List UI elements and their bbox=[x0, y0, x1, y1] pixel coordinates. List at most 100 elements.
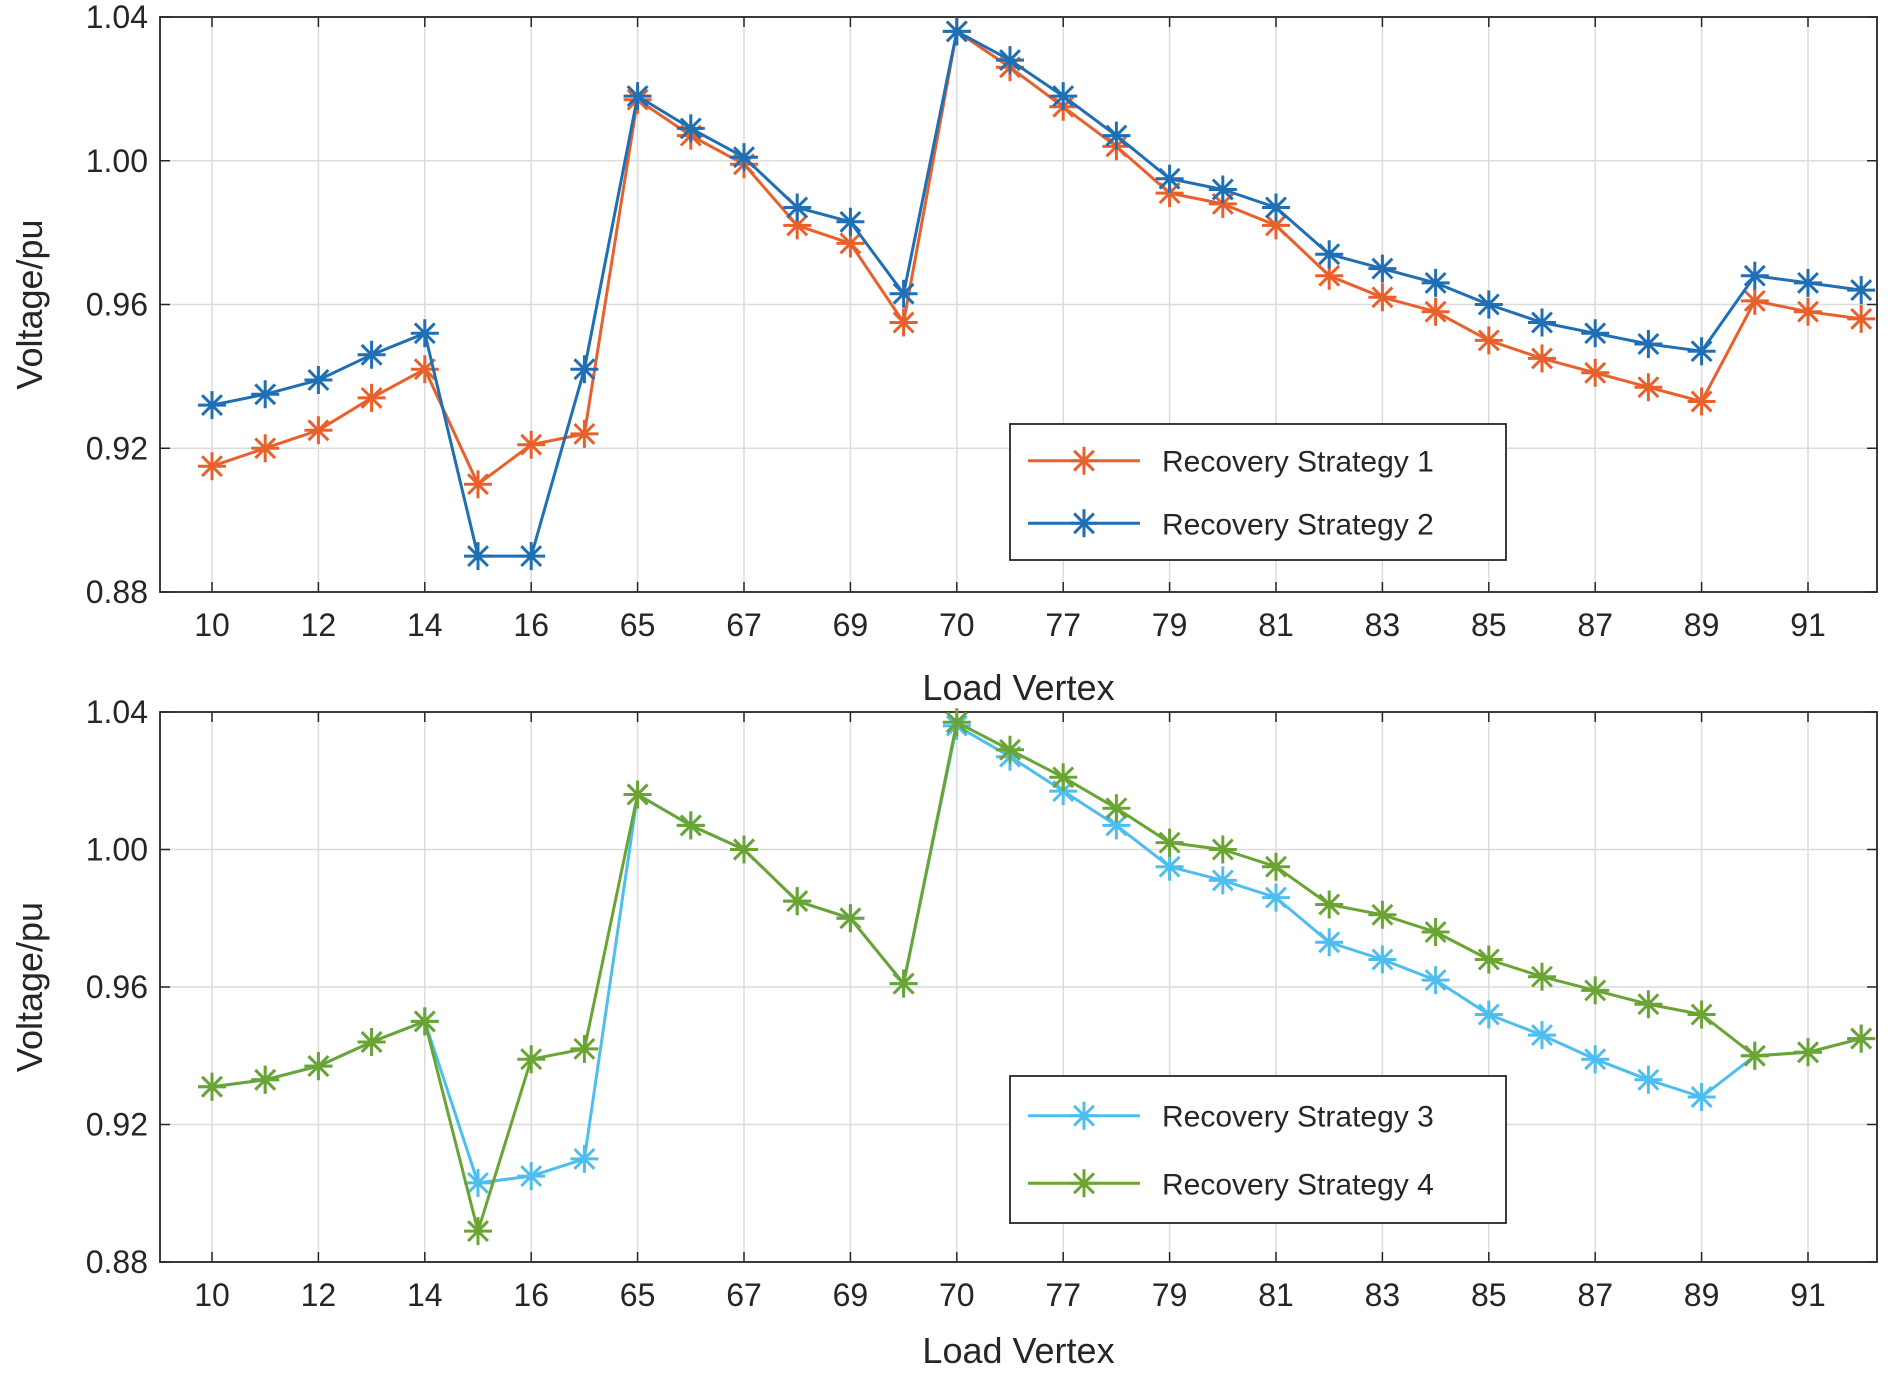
legend-box bbox=[1009, 1075, 1507, 1224]
series-line bbox=[211, 720, 1862, 1233]
y-axis-label: Voltage/pu bbox=[9, 902, 50, 1072]
data-point bbox=[1634, 373, 1663, 402]
data-point bbox=[1581, 1045, 1610, 1074]
x-tick-label: 67 bbox=[726, 607, 762, 643]
data-point bbox=[1474, 1000, 1503, 1029]
y-tick-label: 1.04 bbox=[86, 694, 148, 730]
x-tick-label: 69 bbox=[833, 1277, 869, 1313]
data-point bbox=[1155, 828, 1184, 857]
data-point bbox=[996, 735, 1024, 764]
x-tick-label: 79 bbox=[1152, 607, 1188, 643]
y-tick-label: 1.00 bbox=[86, 143, 148, 179]
data-point bbox=[1049, 82, 1078, 111]
x-tick-label: 10 bbox=[194, 607, 230, 643]
data-point bbox=[251, 380, 280, 409]
x-tick-label: 65 bbox=[620, 607, 656, 643]
data-point bbox=[1847, 304, 1876, 333]
y-tick-label: 0.92 bbox=[86, 1107, 148, 1143]
data-point bbox=[730, 143, 758, 172]
x-tick-label: 83 bbox=[1365, 607, 1401, 643]
data-point bbox=[1368, 945, 1397, 974]
y-tick-label: 1.00 bbox=[86, 832, 148, 868]
data-point bbox=[410, 1007, 439, 1036]
x-tick-label: 85 bbox=[1471, 1277, 1507, 1313]
data-point bbox=[570, 355, 599, 384]
data-point bbox=[1049, 763, 1078, 792]
data-point bbox=[304, 416, 333, 445]
y-tick-label: 0.96 bbox=[86, 969, 148, 1005]
data-point bbox=[889, 308, 918, 337]
x-tick-label: 12 bbox=[301, 607, 337, 643]
data-point bbox=[517, 430, 546, 459]
axes-box bbox=[159, 711, 1878, 1263]
data-point bbox=[410, 319, 439, 348]
data-point bbox=[1208, 189, 1237, 218]
data-point bbox=[357, 340, 386, 369]
legend-label: Recovery Strategy 1 bbox=[1162, 446, 1434, 479]
data-point bbox=[1528, 344, 1556, 373]
data-point bbox=[464, 1217, 492, 1246]
x-tick-label: 67 bbox=[726, 1277, 762, 1313]
x-tick-label: 69 bbox=[833, 607, 869, 643]
data-point bbox=[996, 46, 1024, 75]
x-tick-label: 12 bbox=[301, 1277, 337, 1313]
data-point bbox=[1687, 1000, 1716, 1029]
data-point bbox=[623, 82, 652, 111]
data-point bbox=[1847, 276, 1876, 305]
data-point bbox=[836, 904, 865, 933]
data-point bbox=[198, 452, 226, 481]
data-point bbox=[1687, 387, 1716, 416]
series-2 bbox=[198, 17, 1876, 571]
series-line bbox=[211, 29, 1862, 486]
data-point bbox=[1208, 866, 1237, 895]
data-point bbox=[1262, 193, 1290, 222]
data-point bbox=[1581, 976, 1610, 1005]
data-point bbox=[570, 1144, 599, 1173]
axes-box bbox=[159, 16, 1878, 593]
data-point bbox=[1421, 268, 1450, 297]
data-point bbox=[1740, 1041, 1769, 1070]
data-point bbox=[1474, 290, 1503, 319]
x-tick-label: 85 bbox=[1471, 607, 1507, 643]
data-point bbox=[676, 811, 705, 840]
data-point bbox=[1155, 179, 1184, 208]
data-point bbox=[251, 1065, 280, 1094]
data-point bbox=[517, 1045, 546, 1074]
data-point bbox=[1634, 1065, 1663, 1094]
x-tick-label: 65 bbox=[620, 1277, 656, 1313]
data-point bbox=[1528, 1021, 1556, 1050]
data-point bbox=[1208, 175, 1237, 204]
data-point bbox=[410, 355, 439, 384]
data-point bbox=[517, 542, 546, 571]
data-point bbox=[464, 542, 492, 571]
x-tick-label: 16 bbox=[513, 607, 549, 643]
data-point bbox=[836, 229, 865, 258]
y-axis-label: Voltage/pu bbox=[9, 219, 50, 389]
legend: Recovery Strategy 3 Recovery Strategy 4 bbox=[1009, 1075, 1507, 1224]
x-axis-label: Load Vertex bbox=[922, 1330, 1114, 1371]
x-tick-label: 91 bbox=[1790, 607, 1826, 643]
data-point bbox=[1794, 297, 1822, 326]
data-point bbox=[304, 1052, 333, 1081]
data-point bbox=[1634, 990, 1663, 1019]
y-tick-label: 0.92 bbox=[86, 430, 148, 466]
x-tick-label: 10 bbox=[194, 1277, 230, 1313]
data-point bbox=[676, 114, 705, 143]
x-tick-label: 83 bbox=[1365, 1277, 1401, 1313]
legend: Recovery Strategy 1 Recovery Strategy 2 bbox=[1009, 423, 1507, 561]
data-point bbox=[783, 887, 812, 916]
data-point bbox=[464, 1168, 492, 1197]
legend-marker bbox=[1070, 1101, 1098, 1130]
x-tick-label: 91 bbox=[1790, 1277, 1826, 1313]
data-point bbox=[889, 969, 918, 998]
data-point bbox=[1474, 326, 1503, 355]
data-point bbox=[198, 1072, 226, 1101]
legend-item-2: Recovery Strategy 2 bbox=[1028, 508, 1434, 541]
data-point bbox=[1581, 358, 1610, 387]
legend-marker bbox=[1070, 1169, 1098, 1198]
data-point bbox=[464, 470, 492, 499]
data-point bbox=[570, 419, 599, 448]
data-point bbox=[1740, 261, 1769, 290]
legend-marker bbox=[1070, 446, 1098, 475]
